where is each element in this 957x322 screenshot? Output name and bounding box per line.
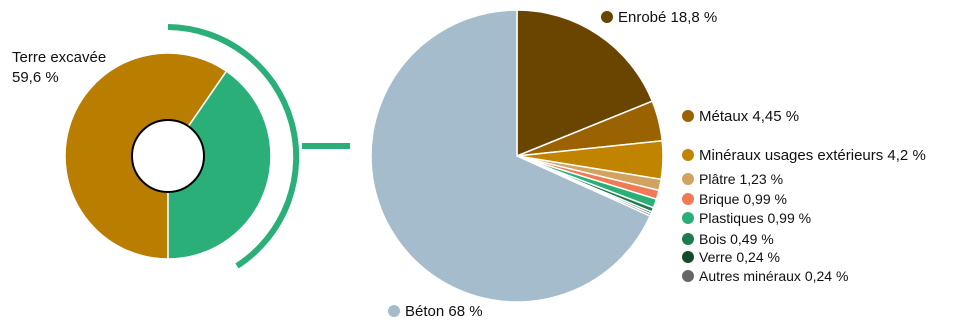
- legend-label-platre: Plâtre 1,23 %: [699, 171, 783, 187]
- donut-label-name: Terre excavée: [12, 49, 106, 66]
- legend-swatch-autres-mineraux: [682, 270, 694, 282]
- legend-label-plastiques: Plastiques 0,99 %: [699, 210, 811, 226]
- legend-label-brique: Brique 0,99 %: [699, 191, 787, 207]
- legend-swatch-platre: [682, 173, 694, 185]
- legend-swatch-enrobe: [601, 11, 613, 23]
- legend-item-verre: Verre 0,24 %: [682, 249, 780, 265]
- legend-swatch-plastiques: [682, 212, 694, 224]
- legend-swatch-brique: [682, 193, 694, 205]
- legend-item-enrobe: Enrobé 18,8 %: [601, 9, 717, 26]
- legend-swatch-mineraux: [682, 149, 694, 161]
- legend-item-brique: Brique 0,99 %: [682, 191, 787, 207]
- legend-label-verre: Verre 0,24 %: [699, 249, 780, 265]
- pie-chart: [370, 9, 664, 303]
- legend: Enrobé 18,8 % Métaux 4,45 % Minéraux usa…: [388, 9, 926, 320]
- legend-item-platre: Plâtre 1,23 %: [682, 171, 783, 187]
- legend-swatch-bois: [682, 233, 694, 245]
- pie-slice-beton: [370, 9, 652, 303]
- donut-slice-autres: [167, 70, 272, 260]
- legend-item-metaux: Métaux 4,45 %: [682, 108, 799, 125]
- legend-label-autres-mineraux: Autres minéraux 0,24 %: [699, 268, 848, 284]
- legend-item-autres-mineraux: Autres minéraux 0,24 %: [682, 268, 848, 284]
- legend-swatch-verre: [682, 251, 694, 263]
- legend-label-enrobe: Enrobé 18,8 %: [618, 9, 717, 26]
- pie-slice-enrobe: [516, 9, 654, 158]
- legend-item-bois: Bois 0,49 %: [682, 231, 774, 247]
- legend-label-beton: Béton 68 %: [405, 303, 483, 320]
- legend-item-mineraux: Minéraux usages extérieurs 4,2 %: [682, 147, 926, 164]
- donut-hole: [131, 119, 205, 193]
- connector-arc: [167, 24, 300, 269]
- donut-label-value: 59,6 %: [12, 69, 59, 86]
- legend-swatch-beton: [388, 305, 400, 317]
- legend-item-plastiques: Plastiques 0,99 %: [682, 210, 811, 226]
- legend-label-metaux: Métaux 4,45 %: [699, 108, 799, 125]
- legend-label-mineraux: Minéraux usages extérieurs 4,2 %: [699, 147, 926, 164]
- legend-item-beton: Béton 68 %: [388, 303, 483, 320]
- legend-swatch-metaux: [682, 110, 694, 122]
- legend-label-bois: Bois 0,49 %: [699, 231, 774, 247]
